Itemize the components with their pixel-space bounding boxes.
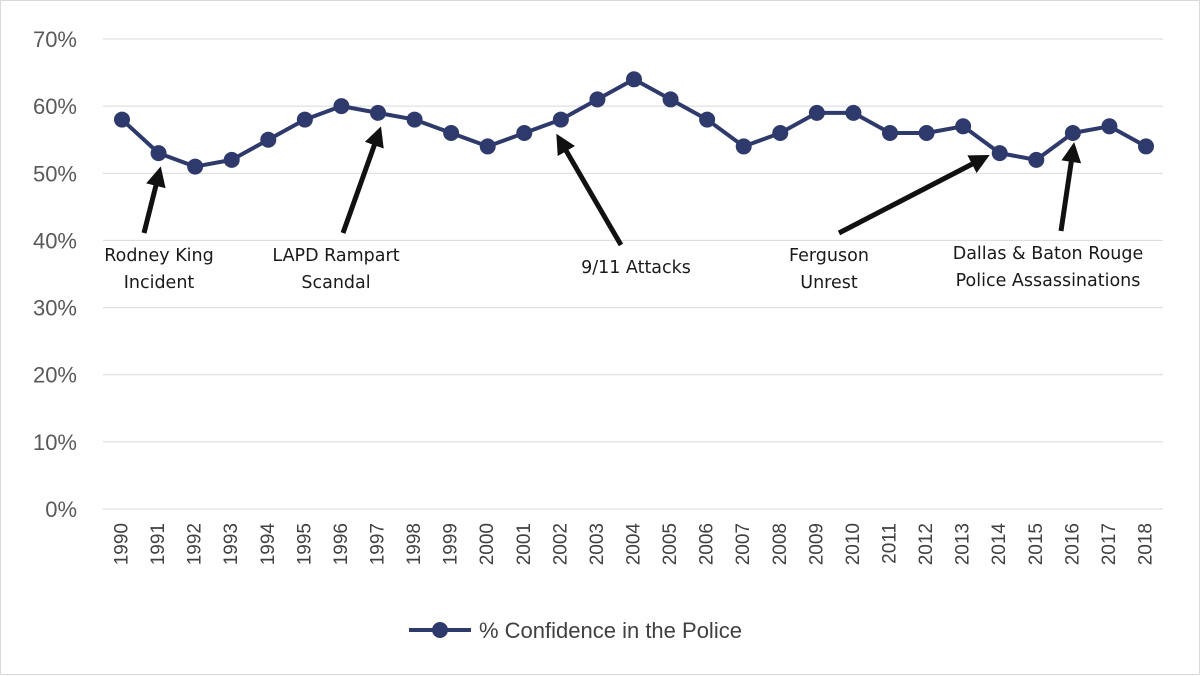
data-point xyxy=(772,125,789,141)
data-point xyxy=(699,111,716,128)
annotation-label: Ferguson xyxy=(789,246,869,266)
x-tick-label: 2010 xyxy=(843,523,864,565)
x-tick-label: 1992 xyxy=(185,523,206,565)
data-point xyxy=(662,91,679,108)
annotation-label: 9/11 Attacks xyxy=(581,258,691,278)
y-tick-label: 70% xyxy=(33,27,77,52)
x-tick-label: 2014 xyxy=(989,523,1010,566)
x-tick-label: 2003 xyxy=(587,523,608,565)
data-point xyxy=(296,111,313,128)
data-point xyxy=(589,91,606,108)
annotation-label: Dallas & Baton Rouge xyxy=(953,244,1144,264)
x-axis-ticks: 1990 1991 1992 1993 1994 1995 1996 1997 1998 1999… xyxy=(112,523,1157,566)
data-point xyxy=(260,131,277,148)
data-point xyxy=(1138,138,1154,155)
x-tick-label: 2009 xyxy=(806,523,827,565)
gridlines xyxy=(103,38,1163,510)
annotation-label: Unrest xyxy=(800,273,858,293)
x-tick-label: 2018 xyxy=(1136,523,1157,565)
x-tick-label: 2001 xyxy=(514,523,535,565)
data-point xyxy=(333,98,350,115)
annotation-label: Police Assassinations xyxy=(956,271,1141,291)
data-point xyxy=(370,104,386,121)
annotation-arrow xyxy=(556,133,624,247)
legend: % Confidence in the Police xyxy=(409,618,742,643)
data-point xyxy=(808,104,825,121)
data-point xyxy=(187,158,204,175)
x-tick-label: 2006 xyxy=(697,523,718,565)
x-tick-label: 2015 xyxy=(1026,523,1047,565)
data-point xyxy=(991,145,1008,162)
data-point xyxy=(443,125,460,141)
annotation-arrow xyxy=(837,155,990,236)
data-point xyxy=(552,111,569,128)
data-point xyxy=(114,111,130,128)
data-point xyxy=(150,145,167,162)
annotation-label: Rodney King xyxy=(104,246,214,266)
x-tick-label: 2016 xyxy=(1062,523,1083,565)
x-tick-label: 2005 xyxy=(660,523,681,565)
x-tick-label: 1994 xyxy=(258,523,279,566)
y-tick-label: 50% xyxy=(33,161,77,186)
data-point xyxy=(479,138,496,155)
data-point xyxy=(882,125,898,141)
x-tick-label: 1999 xyxy=(441,523,462,565)
x-tick-label: 2000 xyxy=(477,523,498,565)
annotation-arrow xyxy=(141,166,166,234)
x-tick-label: 2004 xyxy=(624,523,645,566)
y-tick-label: 0% xyxy=(45,497,77,522)
data-point xyxy=(955,118,972,135)
data-point xyxy=(845,104,862,121)
annotation-arrow xyxy=(340,126,384,234)
legend-marker xyxy=(432,622,448,638)
data-point xyxy=(516,125,533,141)
data-point xyxy=(1028,151,1045,168)
x-tick-label: 1990 xyxy=(112,523,133,565)
y-tick-label: 60% xyxy=(33,94,77,119)
data-point xyxy=(1064,125,1081,141)
x-tick-label: 2011 xyxy=(880,523,901,564)
y-tick-label: 40% xyxy=(33,228,77,253)
x-tick-label: 2017 xyxy=(1099,523,1120,565)
x-tick-label: 2007 xyxy=(733,523,754,565)
data-point xyxy=(626,71,642,88)
x-tick-label: 2012 xyxy=(916,523,937,565)
x-tick-label: 1998 xyxy=(404,523,425,565)
y-axis-ticks: 0% 10% 20% 30% 40% 50% 60% 70% xyxy=(33,27,77,522)
y-tick-label: 20% xyxy=(33,363,77,388)
annotation-label: Incident xyxy=(124,273,195,293)
x-tick-label: 1991 xyxy=(148,523,169,565)
x-tick-label: 1997 xyxy=(368,523,389,565)
data-point xyxy=(406,111,423,128)
series-confidence xyxy=(114,71,1154,175)
data-point xyxy=(223,151,240,168)
x-tick-label: 1995 xyxy=(294,523,315,565)
annotation-arrow xyxy=(1058,142,1082,232)
data-point xyxy=(918,125,935,141)
annotation-label: LAPD Rampart xyxy=(272,246,399,266)
data-point xyxy=(1101,118,1118,135)
x-tick-label: 2008 xyxy=(770,523,791,565)
x-tick-label: 1996 xyxy=(331,523,352,565)
annotations: Rodney King Incident LAPD Rampart Scandal 9/… xyxy=(104,126,1144,293)
data-point xyxy=(735,138,752,155)
x-tick-label: 1993 xyxy=(221,523,242,565)
legend-label: % Confidence in the Police xyxy=(479,618,742,643)
y-tick-label: 10% xyxy=(33,430,77,455)
x-tick-label: 2002 xyxy=(550,523,571,565)
y-tick-label: 30% xyxy=(33,296,77,321)
x-tick-label: 2013 xyxy=(953,523,974,565)
annotation-label: Scandal xyxy=(301,273,370,293)
